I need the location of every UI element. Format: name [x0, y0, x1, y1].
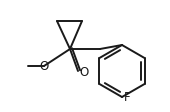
Text: O: O: [79, 65, 88, 78]
Text: F: F: [124, 91, 131, 104]
Text: O: O: [39, 60, 49, 73]
